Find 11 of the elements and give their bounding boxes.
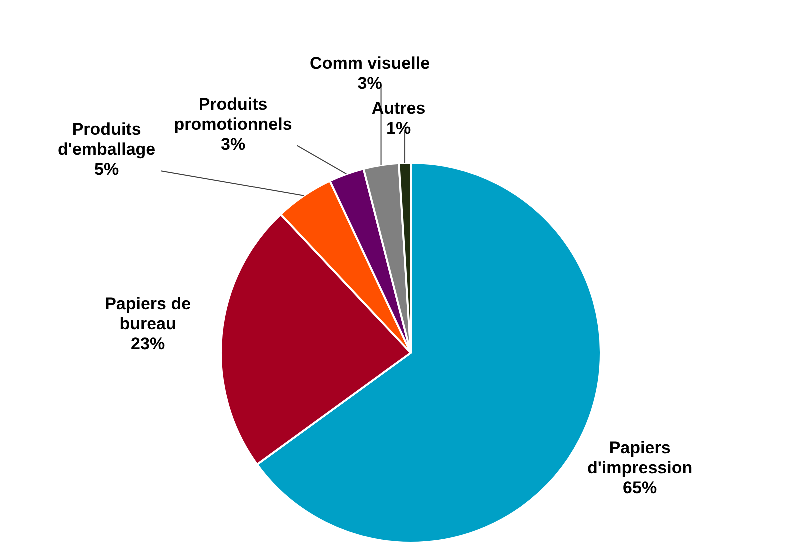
slice-label: Papiers de bureau	[105, 294, 192, 334]
slice-label: Produits d'emballage	[58, 120, 156, 159]
slice-label: Produits promotionnels	[174, 94, 292, 134]
data-label: 23%	[131, 334, 166, 354]
data-label: 3%	[221, 134, 246, 154]
data-label: 1%	[386, 118, 412, 138]
slice-label: Papiers d'impression	[588, 438, 693, 477]
data-label: 3%	[358, 74, 382, 93]
data-label: 65%	[623, 478, 658, 497]
data-label: 5%	[94, 160, 120, 179]
slice-label: Comm visuelle	[310, 54, 430, 73]
